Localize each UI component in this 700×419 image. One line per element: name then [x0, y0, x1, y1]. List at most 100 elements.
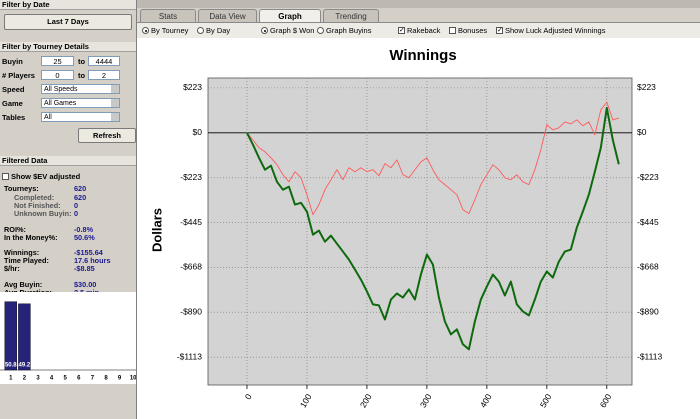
checkbox[interactable]: ✓ Rakeback: [398, 26, 441, 35]
field-label: Speed: [2, 85, 25, 94]
x-tick-label: 9: [118, 376, 122, 382]
y-tick-label: $223: [183, 82, 202, 92]
chart-title: Winnings: [389, 47, 456, 64]
stat-label: ROI%:: [4, 225, 26, 234]
field-label: # Players: [2, 71, 35, 80]
y-tick-label: -$890: [180, 306, 202, 316]
series-line: [246, 106, 620, 351]
bar-value-label: 49.2: [19, 363, 31, 369]
itm-chart: 1 50.8 2 49.2 3 4 5 6 7 8 9 10: [0, 292, 136, 384]
panel-header: Filtered Data: [0, 156, 136, 166]
stat-label: Not Finished:: [14, 201, 61, 210]
refresh-button[interactable]: Refresh: [78, 128, 136, 143]
y-tick-label: -$890: [637, 306, 659, 316]
stat-label: Winnings:: [4, 248, 40, 257]
option-label: Show Luck Adjusted Winnings: [505, 26, 606, 35]
y-tick-label: -$445: [637, 217, 659, 227]
radio[interactable]: Graph Buyins: [317, 25, 371, 36]
stat-value: -$8.85: [74, 264, 95, 273]
x-tick-label: 3: [36, 376, 40, 382]
stat-value: -0.8%: [74, 225, 94, 234]
x-tick-label: 1: [9, 376, 13, 382]
stat-label: Time Played:: [4, 256, 49, 265]
bar: [18, 303, 31, 371]
radio[interactable]: By Tourney: [142, 25, 188, 36]
speed-select[interactable]: All Speeds: [41, 84, 120, 94]
x-tick-label: 6: [77, 376, 81, 382]
tables-select[interactable]: All: [41, 112, 120, 122]
x-tick-label: 0: [243, 392, 254, 401]
option-label: Bonuses: [458, 26, 488, 35]
x-tick-label: 200: [358, 392, 374, 410]
option-label: By Day: [206, 26, 231, 35]
radio[interactable]: Graph $ Won: [261, 25, 314, 36]
y-axis-title: Dollars: [149, 208, 164, 252]
bar: [4, 301, 18, 371]
y-tick-label: $223: [637, 82, 656, 92]
stat-value: 50.6%: [74, 233, 95, 242]
y-tick-label: -$1113: [177, 351, 202, 361]
to-label: to: [78, 57, 86, 66]
x-tick-label: 100: [298, 392, 314, 410]
tab[interactable]: Graph: [259, 9, 321, 22]
y-tick-label: -$1113: [637, 351, 662, 361]
stat-label: Tourneys:: [4, 184, 39, 193]
stat-label: Unknown Buyin:: [14, 209, 72, 218]
y-tick-label: -$223: [637, 172, 659, 182]
y-tick-label: -$668: [180, 262, 202, 272]
stat-label: In the Money%:: [4, 233, 58, 242]
stat-value: 620: [74, 193, 87, 202]
stat-label: $/hr:: [4, 264, 20, 273]
stat-value: $30.00: [74, 280, 97, 289]
buyin-min[interactable]: 25: [41, 56, 74, 66]
options-bar: [137, 22, 700, 38]
top-strip: [137, 0, 700, 8]
option-label: Graph $ Won: [270, 26, 315, 35]
chart: Winnings Dollars $223 $223 $0 $0 -$223 -$223 -…: [137, 38, 700, 419]
players-max[interactable]: 2: [88, 70, 120, 80]
bar-value-label: 50.8: [5, 363, 17, 369]
option-label: By Tourney: [151, 26, 189, 35]
x-tick-label: 400: [478, 392, 494, 410]
stat-value: 620: [74, 184, 87, 193]
y-tick-label: -$445: [180, 217, 202, 227]
field-label: Buyin: [2, 57, 23, 66]
buyin-max[interactable]: 4444: [88, 56, 120, 66]
y-tick-label: $0: [637, 127, 647, 137]
y-tick-label: $0: [193, 127, 203, 137]
checkbox[interactable]: [2, 173, 9, 180]
panel-header: Filter by Tourney Details: [0, 42, 136, 52]
stat-value: 0: [74, 201, 79, 210]
panel-header: Filter by Date: [0, 0, 136, 10]
x-tick-label: 5: [64, 376, 68, 382]
option-label: Rakeback: [407, 26, 441, 35]
x-tick-label: 7: [91, 376, 95, 382]
stat-value: -$155.64: [74, 248, 103, 257]
x-tick-label: 300: [418, 392, 434, 410]
stat-label: Avg Buyin:: [4, 280, 43, 289]
tab[interactable]: Trending: [323, 9, 379, 22]
game-select[interactable]: All Games: [41, 98, 120, 108]
y-tick-label: -$223: [180, 172, 202, 182]
tab[interactable]: Data View: [198, 9, 257, 22]
option-label: Show $EV adjusted: [11, 172, 81, 181]
series-line: [246, 101, 619, 216]
x-tick-label: 2: [23, 376, 27, 382]
checkbox[interactable]: ✓ Show Luck Adjusted Winnings: [496, 26, 606, 35]
field-label: Tables: [2, 113, 26, 122]
sidebar: Filter by Date Last 7 Days Filter by Tou…: [0, 0, 137, 419]
y-tick-label: -$668: [637, 262, 659, 272]
x-tick-label: 8: [104, 376, 108, 382]
players-min[interactable]: 0: [41, 70, 74, 80]
radio[interactable]: By Day: [197, 25, 230, 36]
ev-option[interactable]: Show $EV adjusted: [2, 171, 80, 182]
date-button[interactable]: Last 7 Days: [4, 14, 132, 30]
to-label: to: [78, 71, 86, 80]
x-tick-label: 10: [130, 376, 136, 382]
x-tick-label: 500: [538, 392, 554, 410]
tab[interactable]: Stats: [140, 9, 196, 22]
checkbox[interactable]: Bonuses: [449, 25, 487, 36]
stat-label: Completed:: [14, 193, 55, 202]
option-label: Graph Buyins: [326, 26, 372, 35]
